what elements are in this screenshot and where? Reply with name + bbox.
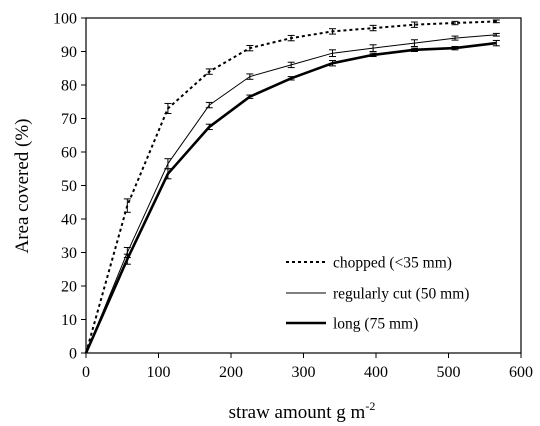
x-axis-label-unit-exponent: -2 [365,399,375,413]
series-layer [84,19,500,354]
error-bar [329,60,336,67]
error-bar [246,94,254,99]
x-tick-label: 200 [219,364,243,381]
error-bar [451,35,459,41]
error-bar [123,198,131,213]
error-bar [287,61,295,69]
plot-area [85,17,522,354]
series-1 [85,19,500,354]
error-bar [410,21,418,28]
error-bar [329,28,336,35]
y-tick-label: 0 [69,346,77,363]
x-axis-label-text: straw amount g m [229,402,366,423]
error-bar [123,253,131,265]
series-line [85,20,497,354]
series-line [84,41,497,354]
error-bar [369,44,377,52]
legend-label: regularly cut (50 mm) [333,286,469,303]
error-bar [329,49,336,58]
error-bar [369,52,377,58]
legend-item: regularly cut (50 mm) [286,286,469,303]
error-bar [246,73,254,80]
y-tick-label: 20 [61,279,77,296]
legend-item: chopped (<35 mm) [286,255,452,272]
error-bar [410,39,418,47]
x-tick-label: 500 [437,364,461,381]
legend: chopped (<35 mm) regularly cut (50 mm) lon… [286,255,469,333]
x-tick-label: 100 [147,364,171,381]
error-bar [205,101,213,109]
y-tick-label: 60 [61,145,77,162]
axis-ticks: 0 100 200 300 400 500 600 0 10 20 30 40 50 60 70 80 90 10… [53,11,533,382]
x-tick-label: 600 [509,364,533,381]
error-bar [410,47,418,52]
y-tick-label: 40 [61,212,77,229]
x-tick-label: 300 [292,364,316,381]
error-bar [164,168,172,180]
x-axis-label: straw amount g m-2 [229,399,376,423]
y-tick-label: 30 [61,245,77,262]
series-2 [85,32,500,354]
error-bar [246,44,254,52]
error-bar [451,20,459,26]
legend-label: chopped (<35 mm) [333,255,452,272]
error-bar [369,24,377,32]
y-tick-label: 70 [61,111,77,128]
plot-border [85,17,522,354]
error-bar [287,34,295,42]
error-bar [451,45,459,51]
error-bar [492,19,500,24]
error-bar [205,68,213,75]
error-bar [287,76,295,81]
error-bar [492,39,500,47]
series-line [85,34,497,354]
y-tick-label: 10 [61,312,77,329]
legend-item: long (75 mm) [286,316,418,333]
error-bar [492,32,500,37]
error-bar [164,102,172,114]
y-tick-label: 80 [61,78,77,95]
series-3 [84,39,500,354]
y-tick-label: 90 [61,44,77,61]
y-axis-label: Area covered (%) [12,118,33,253]
legend-label: long (75 mm) [333,316,418,333]
y-tick-label: 50 [61,178,77,195]
error-bar [205,123,213,131]
y-tick-label: 100 [53,11,77,28]
x-tick-label: 0 [82,364,90,381]
x-tick-label: 400 [364,364,388,381]
